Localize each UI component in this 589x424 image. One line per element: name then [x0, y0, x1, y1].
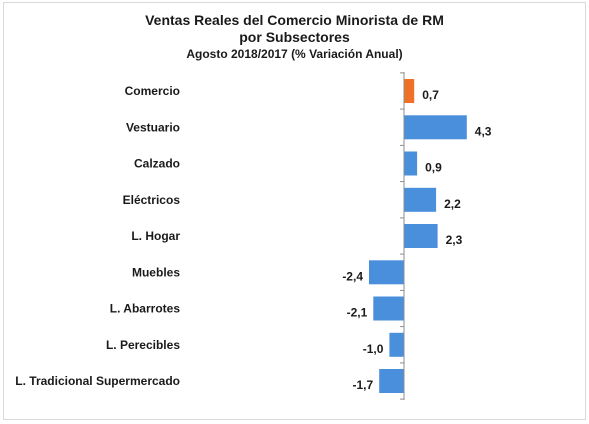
data-label-3: 2,2 — [444, 197, 461, 211]
data-label-1: 4,3 — [475, 124, 492, 138]
category-label-0: Comercio — [125, 84, 180, 98]
chart-frame — [3, 2, 586, 420]
data-label-6: -2,1 — [347, 306, 368, 320]
chart-title: Ventas Reales del Comercio Minorista de … — [145, 12, 444, 28]
bar-4 — [404, 224, 438, 248]
bar-1 — [404, 115, 467, 140]
data-label-7: -1,0 — [363, 342, 384, 356]
category-label-7: L. Perecibles — [106, 338, 180, 352]
bar-6 — [373, 296, 404, 321]
bar-5 — [369, 260, 404, 285]
bar-2 — [404, 151, 418, 176]
category-label-8: L. Tradicional Supermercado — [15, 374, 180, 388]
bar-8 — [379, 369, 404, 393]
data-label-5: -2,4 — [342, 269, 363, 283]
bar-0 — [404, 79, 415, 103]
bar-7 — [389, 332, 404, 357]
data-label-2: 0,9 — [425, 161, 442, 175]
bar-3 — [404, 187, 437, 212]
chart-title-line2: por Subsectores — [239, 29, 350, 45]
chart-subtitle: Agosto 2018/2017 (% Variación Anual) — [186, 47, 403, 61]
category-label-3: Eléctricos — [123, 193, 181, 207]
category-label-5: Muebles — [132, 265, 180, 279]
category-label-4: L. Hogar — [131, 229, 180, 243]
category-label-2: Calzado — [134, 157, 180, 171]
category-label-1: Vestuario — [126, 120, 180, 134]
data-label-0: 0,7 — [422, 88, 439, 102]
category-label-6: L. Abarrotes — [110, 302, 181, 316]
data-label-4: 2,3 — [446, 233, 463, 247]
data-label-8: -1,7 — [353, 378, 374, 392]
